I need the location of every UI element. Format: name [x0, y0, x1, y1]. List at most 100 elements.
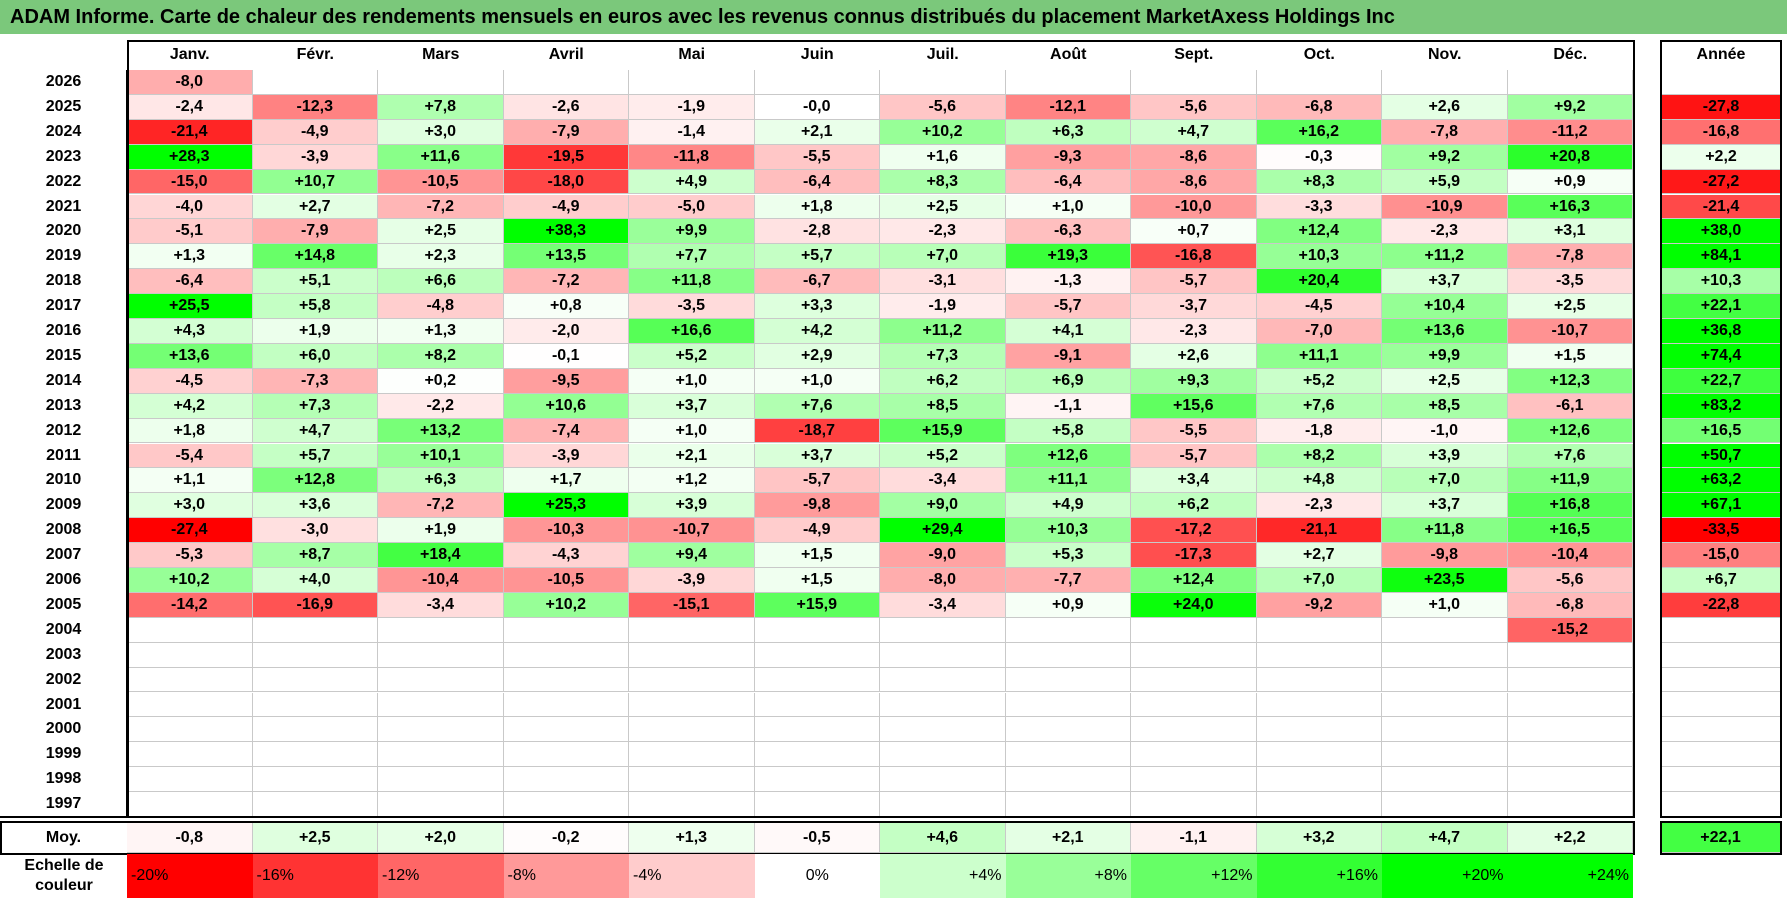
year-label: 1999	[45, 745, 82, 763]
heatmap-cell	[629, 70, 755, 95]
heatmap-cell: -8,6	[1131, 169, 1257, 195]
heatmap-cell: -3,5	[1507, 269, 1633, 295]
heatmap-cell	[754, 692, 880, 718]
year-column-header: Année	[1660, 40, 1782, 70]
annual-cell	[1660, 692, 1782, 718]
average-label: Moy.	[45, 829, 82, 846]
heatmap-cell: +4,2	[127, 393, 253, 419]
annual-cell: +22,7	[1660, 368, 1782, 394]
heatmap-cell	[1256, 717, 1382, 743]
heatmap-cell: -7,2	[503, 269, 629, 295]
heatmap-cell: +6,3	[378, 468, 504, 494]
annual-cell: -33,5	[1660, 518, 1782, 544]
heatmap-cell: +5,7	[754, 244, 880, 270]
heatmap-cell	[1005, 642, 1131, 668]
heatmap-cell	[880, 70, 1006, 95]
heatmap-cell: +7,6	[754, 393, 880, 419]
heatmap-cell: -5,6	[880, 94, 1006, 120]
heatmap-cell: +2,6	[1131, 343, 1257, 369]
heatmap-cell: -0,1	[503, 343, 629, 369]
heatmap-cell	[1005, 667, 1131, 693]
heatmap-cell: +6,2	[880, 368, 1006, 394]
month-header: Juil.	[880, 40, 1006, 70]
color-scale-swatch: -20%	[127, 854, 253, 898]
heatmap-cell: -10,4	[378, 568, 504, 593]
heatmap-cell	[127, 792, 253, 817]
heatmap-cell: +4,3	[127, 319, 253, 344]
average-cell: -0,2	[503, 823, 629, 853]
heatmap-cell: +4,8	[1256, 468, 1382, 494]
heatmap-cell: -2,6	[503, 94, 629, 120]
month-header: Août	[1005, 40, 1131, 70]
heatmap-cell: +1,1	[127, 468, 253, 494]
heatmap-cell: -2,0	[503, 319, 629, 344]
heatmap-cell	[880, 717, 1006, 743]
heatmap-cell: +7,8	[378, 94, 504, 120]
heatmap-cell: +4,0	[252, 568, 378, 593]
heatmap-cell: -6,4	[1005, 169, 1131, 195]
heatmap-cell	[378, 692, 504, 718]
year-label: 2014	[45, 371, 82, 389]
heatmap-cell: -12,3	[252, 94, 378, 120]
heatmap-cell	[378, 792, 504, 817]
heatmap-cell: +5,8	[1005, 418, 1131, 444]
heatmap-cell	[127, 667, 253, 693]
heatmap-cell: +19,3	[1005, 244, 1131, 270]
heatmap-cell: +4,9	[1005, 493, 1131, 519]
year-label: 2020	[45, 222, 82, 240]
heatmap-cell: +1,7	[503, 468, 629, 494]
year-label: 2002	[45, 670, 82, 688]
heatmap-cell: +12,6	[1005, 443, 1131, 469]
annual-cell	[1660, 792, 1782, 817]
heatmap-cell	[252, 642, 378, 668]
heatmap-cell	[127, 767, 253, 793]
heatmap-cell: -4,0	[127, 194, 253, 220]
heatmap-cell: -4,8	[378, 294, 504, 319]
heatmap-cell: -15,2	[1507, 617, 1633, 643]
heatmap-cell: +4,1	[1005, 319, 1131, 344]
heatmap-cell: -6,4	[127, 269, 253, 295]
heatmap-cell: +4,2	[754, 319, 880, 344]
heatmap-cell	[629, 617, 755, 643]
heatmap-cell: +1,0	[1382, 592, 1508, 618]
heatmap-cell: -2,4	[127, 94, 253, 120]
heatmap-cell: +6,9	[1005, 368, 1131, 394]
heatmap-cell: +3,7	[629, 393, 755, 419]
heatmap-cell: -6,1	[1507, 393, 1633, 419]
heatmap-cell	[1382, 792, 1508, 817]
heatmap-cell: -3,9	[503, 443, 629, 469]
heatmap-cell: +20,4	[1256, 269, 1382, 295]
year-label: 2006	[45, 571, 82, 588]
heatmap-cell: +24,0	[1131, 592, 1257, 618]
heatmap-cell	[754, 642, 880, 668]
heatmap-cell: +10,2	[503, 592, 629, 618]
heatmap-cell: +3,7	[754, 443, 880, 469]
annual-cell: -27,8	[1660, 94, 1782, 120]
heatmap-cell	[252, 617, 378, 643]
heatmap-cell	[1256, 692, 1382, 718]
heatmap-cell: -4,9	[252, 119, 378, 145]
year-label: 2007	[45, 546, 82, 564]
heatmap-cell: -14,2	[127, 592, 253, 618]
heatmap-cell: +10,3	[1256, 244, 1382, 270]
annual-cell: +36,8	[1660, 319, 1782, 344]
heatmap-cell: -1,0	[1382, 418, 1508, 444]
heatmap-cell	[754, 667, 880, 693]
heatmap-cell	[754, 717, 880, 743]
color-scale-swatch: -4%	[629, 854, 755, 898]
annual-cell: -27,2	[1660, 169, 1782, 195]
color-scale-swatch: -16%	[252, 854, 378, 898]
heatmap-cell	[1005, 692, 1131, 718]
heatmap-cell	[629, 792, 755, 817]
heatmap-cell: -7,9	[252, 219, 378, 245]
heatmap-cell	[1005, 617, 1131, 643]
heatmap-cell	[754, 792, 880, 817]
heatmap-cell: -4,3	[503, 543, 629, 568]
heatmap-cell	[1382, 642, 1508, 668]
heatmap-cell: +7,0	[1382, 468, 1508, 494]
annual-cell: +16,5	[1660, 418, 1782, 444]
heatmap-cell	[880, 692, 1006, 718]
heatmap-cell: -7,2	[378, 493, 504, 519]
heatmap-cell: +8,5	[880, 393, 1006, 419]
annual-cell: +22,1	[1660, 294, 1782, 319]
